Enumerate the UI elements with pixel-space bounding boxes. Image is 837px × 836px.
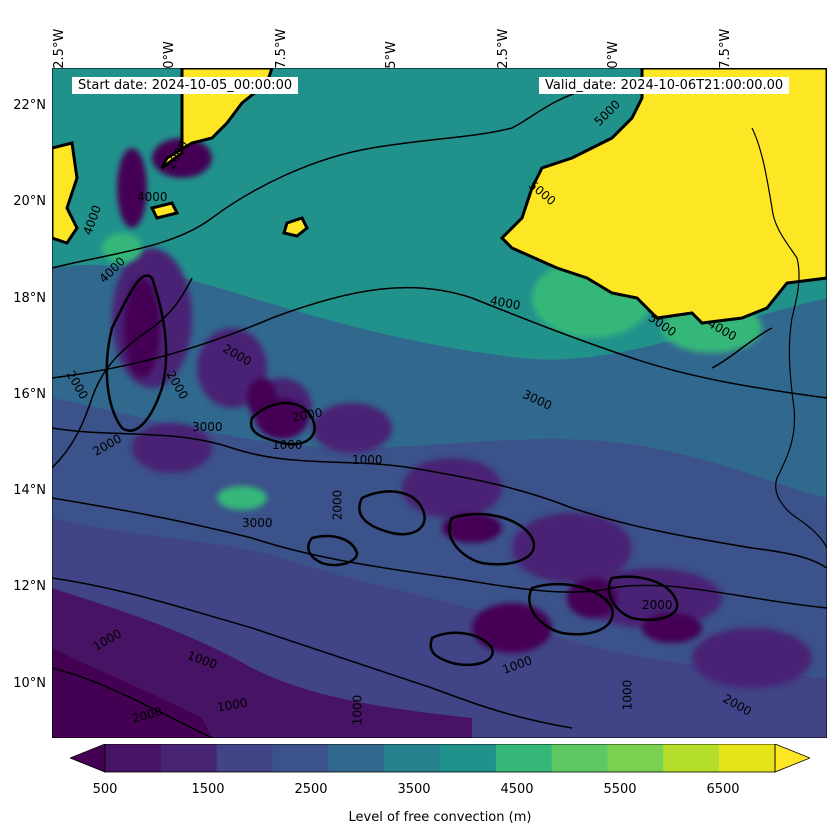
colorbar-cell <box>160 744 218 772</box>
colorbar-cell <box>272 744 329 772</box>
latitude-label: 20°N <box>13 194 46 209</box>
start-date-label: Start date: 2024-10-05_00:00:00 <box>72 77 299 94</box>
contour-label: 3000 <box>192 420 223 434</box>
latitude-label: 16°N <box>13 387 46 402</box>
contour-label: 2000 <box>720 691 755 719</box>
contour-label: 4000 <box>705 316 740 344</box>
colorbar-cell <box>551 744 608 772</box>
contour-label: 1000 <box>500 653 535 677</box>
coastline <box>751 127 827 549</box>
latitude-label: 22°N <box>13 98 46 113</box>
colorbar-tick-label: 3500 <box>397 782 431 797</box>
high-lfc-patch <box>282 216 309 238</box>
field-band-500 <box>52 648 212 738</box>
colorbar-cell <box>663 744 720 772</box>
contour-label: 1000 <box>216 695 249 715</box>
colorbar-cell <box>440 744 497 772</box>
colorbar-tick-label: 500 <box>92 782 118 797</box>
colorbar-tick-label: 6500 <box>706 782 740 797</box>
high-lfc-patch <box>149 201 180 220</box>
contour-label: 2000 <box>642 598 673 612</box>
colorbar <box>70 744 810 773</box>
contour-label: 2000 <box>220 341 255 369</box>
colorbar-cell <box>495 744 553 772</box>
colorbar-cell <box>216 744 273 772</box>
contour-label: 3000 <box>520 387 555 413</box>
contour-label: 5000 <box>526 177 559 209</box>
colorbar-title: Level of free convection (m) <box>348 810 532 825</box>
latitude-label: 14°N <box>13 483 46 498</box>
colorbar-frame <box>104 744 776 773</box>
contour-label: 5000 <box>645 310 679 340</box>
map-area <box>52 68 827 738</box>
colorbar-tick-label: 4500 <box>500 782 534 797</box>
colorbar-cell <box>607 744 664 772</box>
contour-label: 4000 <box>489 293 522 313</box>
colorbar-cell <box>328 744 385 772</box>
contour-label: 1000 <box>272 438 303 452</box>
colorbar-tick-label: 1500 <box>191 782 225 797</box>
contour-label: 5000 <box>591 97 624 129</box>
latitude-label: 18°N <box>13 291 46 306</box>
contour-label: 1000 <box>350 694 365 726</box>
contour-label: 1000 <box>352 453 383 467</box>
contour-label: 4000 <box>96 254 129 286</box>
latitude-label: 12°N <box>13 579 46 594</box>
contour-label: 2000 <box>63 368 91 402</box>
colorbar-extend-max <box>774 744 810 773</box>
colorbar-tick-label: 5500 <box>603 782 637 797</box>
contour-lines-thick <box>105 274 679 667</box>
contour-lines <box>52 87 827 738</box>
contour-label: 2000 <box>330 489 345 521</box>
colorbar-cell <box>105 744 162 772</box>
colorbar-cell <box>719 744 776 772</box>
contour-label: 2000 <box>90 431 125 459</box>
contour-label: 1000 <box>90 626 125 654</box>
contour-label: 2000 <box>291 405 324 425</box>
high-lfc-region-w <box>52 141 79 245</box>
contour-label: 2000 <box>163 138 191 172</box>
high-lfc-region-ne <box>499 68 827 325</box>
colorbar-tick-label: 2500 <box>294 782 328 797</box>
contour-label: 2000 <box>163 368 191 402</box>
contour-label: 1000 <box>620 679 635 711</box>
colorbar-extend-min <box>70 744 106 773</box>
contour-label: 4000 <box>137 190 168 204</box>
contour-label: 2000 <box>130 704 164 726</box>
contour-label: 1000 <box>185 648 220 672</box>
valid-date-label: Valid_date: 2024-10-06T21:00:00.00 <box>539 77 790 94</box>
contour-labels: 1000 1000 1000 1000 1000 1000 1000 1000 … <box>52 68 827 738</box>
colorbar-cell <box>384 744 441 772</box>
contour-label: 4000 <box>80 203 105 237</box>
contour-label: 3000 <box>242 516 273 530</box>
latitude-label: 10°N <box>13 676 46 691</box>
